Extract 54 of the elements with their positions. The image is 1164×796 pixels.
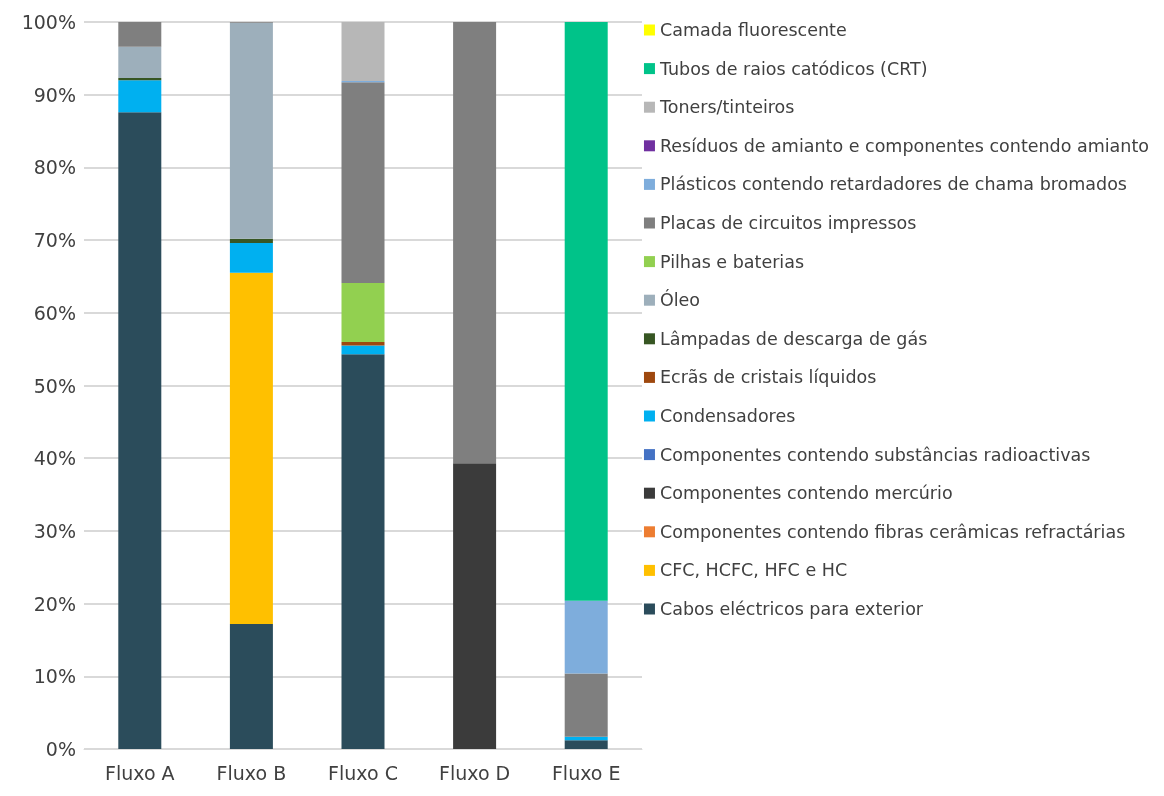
y-tick-label: 30% [33, 519, 76, 542]
legend-label: Óleo [659, 289, 701, 311]
bar [229, 22, 273, 239]
y-tick-label: 60% [33, 301, 76, 324]
bar [341, 341, 385, 346]
bar [564, 740, 608, 749]
legend-label: Componentes contendo substâncias radioactivas [659, 444, 1091, 465]
legend-label: Plásticos contendo retardadores de chama bromados [659, 174, 1127, 195]
bar [564, 22, 608, 601]
y-tick-label: 80% [33, 156, 76, 179]
x-tick-label: Fluxo A [105, 761, 175, 784]
bar [341, 345, 385, 355]
bar [229, 238, 273, 244]
bar [341, 282, 385, 342]
x-tick-label: Fluxo D [438, 761, 511, 784]
y-tick-label: 0% [45, 738, 76, 760]
legend-label: Camada fluorescente [659, 20, 847, 40]
x-tick-label: Fluxo B [216, 761, 287, 784]
bar [453, 463, 497, 749]
bar [118, 80, 162, 113]
legend-label: Toners/tinteiros [658, 97, 795, 118]
y-tick-label: 100% [21, 11, 76, 33]
legend-label: Placas de circuitos impressos [659, 213, 917, 233]
y-tick-label: 70% [33, 229, 76, 252]
bar [118, 77, 162, 81]
bar [229, 272, 273, 624]
legend-label: Resíduos de amianto e componentes contendo amianto [659, 135, 1150, 156]
legend-label: Ecrãs de cristais líquidos [659, 367, 877, 388]
bar [118, 46, 162, 78]
y-tick-label: 50% [33, 374, 76, 397]
y-tick-label: 90% [33, 83, 76, 106]
bar [341, 82, 385, 283]
y-tick-label: 20% [33, 592, 76, 615]
bar [564, 600, 608, 674]
legend-label: CFC, HCFC, HFC e HC [659, 560, 848, 581]
bar [118, 22, 162, 47]
legend-label: Lâmpadas de descarga de gás [659, 328, 928, 349]
bar [341, 22, 385, 81]
legend-label: Tubos de raios catódicos (CRT) [658, 58, 928, 79]
legend-label: Componentes contendo fibras cerâmicas refractárias [659, 521, 1126, 542]
legend-label: Componentes contendo mercúrio [659, 483, 953, 504]
bar [453, 22, 497, 464]
bar [118, 112, 162, 749]
legend-label: Pilhas e baterias [659, 251, 805, 272]
y-tick-label: 40% [33, 447, 76, 470]
y-tick-label: 10% [33, 665, 76, 688]
bar [229, 623, 273, 749]
x-tick-label: Fluxo E [551, 761, 621, 784]
legend-label: Condensadores [659, 406, 796, 426]
bar [564, 673, 608, 737]
bar [229, 243, 273, 273]
legend-label: Cabos eléctricos para exterior [659, 599, 924, 619]
bar [341, 354, 385, 749]
x-tick-label: Fluxo C [328, 761, 398, 784]
